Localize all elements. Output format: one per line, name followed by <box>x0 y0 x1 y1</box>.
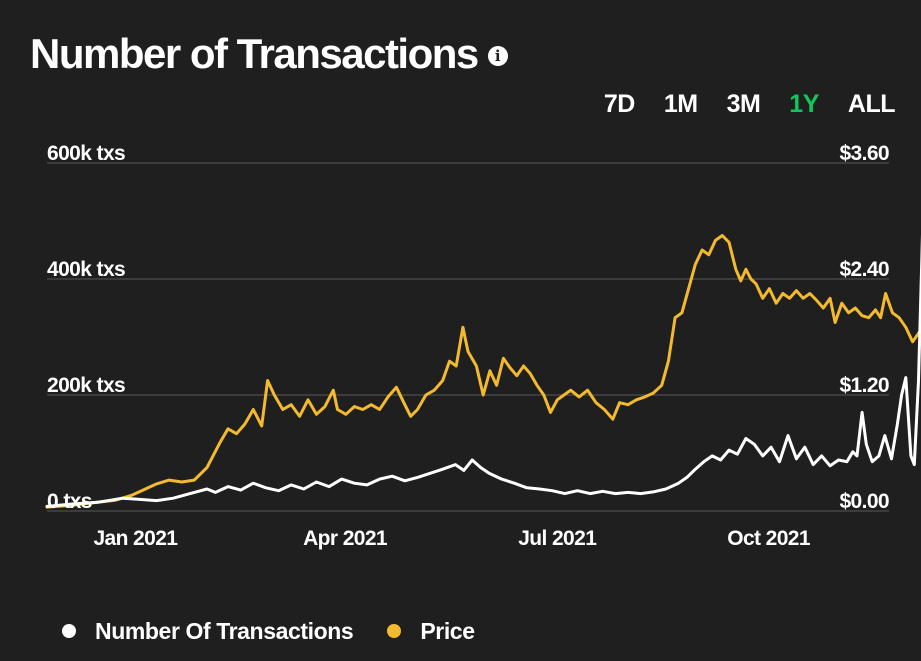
y-right-tick-label: $0.00 <box>839 490 889 513</box>
y-right-tick-label: $3.60 <box>839 142 889 165</box>
title-row: Number of Transactions i <box>30 30 508 78</box>
series-layer <box>45 234 921 509</box>
legend: Number Of Transactions Price <box>62 617 509 645</box>
series-line-transactions <box>45 234 921 508</box>
x-tick-label: Apr 2021 <box>303 527 388 550</box>
y-left-tick-label: 400k txs <box>47 258 125 281</box>
legend-item-transactions[interactable]: Number Of Transactions <box>62 617 354 645</box>
series-line-price <box>45 234 921 509</box>
x-tick-label: Jan 2021 <box>93 527 178 550</box>
x-tick-label: Oct 2021 <box>727 527 811 550</box>
grid-layer <box>47 162 889 512</box>
range-1y[interactable]: 1Y <box>789 90 819 118</box>
time-range-selector: 7D 1M 3M 1Y ALL <box>575 89 896 119</box>
legend-item-price[interactable]: Price <box>387 617 475 645</box>
range-1m[interactable]: 1M <box>663 90 698 118</box>
y-left-tick-label: 200k txs <box>47 374 125 397</box>
range-all[interactable]: ALL <box>847 90 896 118</box>
y-right-tick-label: $1.20 <box>839 374 889 397</box>
legend-label-price: Price <box>420 618 475 644</box>
y-left-tick-label: 600k txs <box>47 142 125 165</box>
legend-dot-transactions <box>62 624 76 638</box>
legend-dot-price <box>387 624 402 638</box>
label-layer: 0 txs 200k txs 400k txs 600k txs $0.00 $1.20 $… <box>47 142 890 550</box>
y-left-tick-label: 0 txs <box>47 490 92 513</box>
info-icon[interactable]: i <box>487 46 508 66</box>
y-right-tick-label: $2.40 <box>839 258 889 281</box>
x-tick-label: Jul 2021 <box>518 527 597 550</box>
range-7d[interactable]: 7D <box>603 90 635 118</box>
legend-label-transactions: Number Of Transactions <box>95 618 354 644</box>
page-title: Number of Transactions <box>30 30 479 77</box>
transactions-chart: 0 txs 200k txs 400k txs 600k txs $0.00 $1.20 $… <box>45 142 921 550</box>
range-3m[interactable]: 3M <box>726 90 761 118</box>
